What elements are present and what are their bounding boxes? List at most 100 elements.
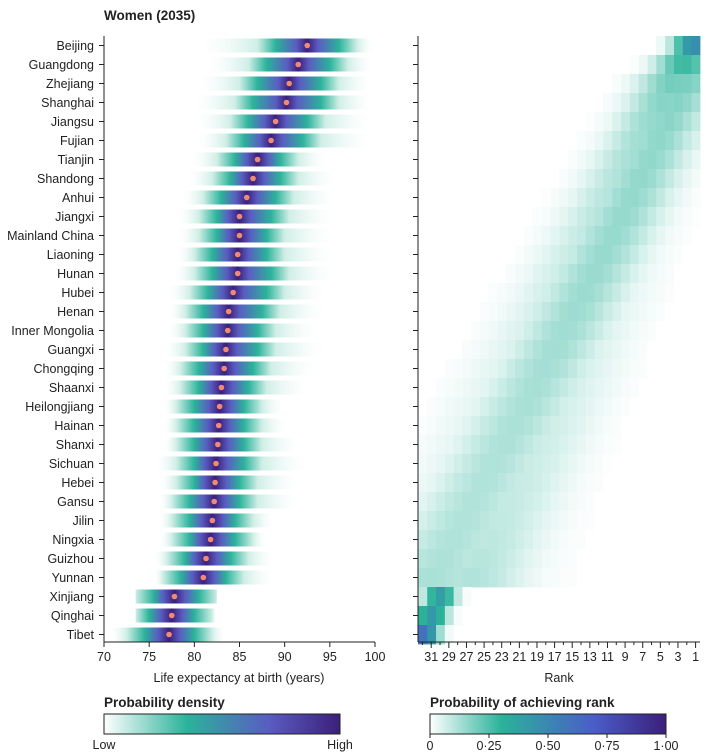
rank-cell bbox=[576, 169, 586, 189]
rank-cell bbox=[541, 492, 551, 512]
rank-cell bbox=[453, 587, 463, 607]
rank-cell bbox=[682, 74, 692, 94]
rank-tick-label: 21 bbox=[512, 650, 526, 664]
chart-title: Women (2035) bbox=[104, 8, 195, 23]
rank-cell bbox=[523, 283, 533, 303]
rank-cell bbox=[691, 74, 701, 94]
rank-cell bbox=[506, 283, 516, 303]
rank-cell bbox=[514, 511, 525, 531]
rank-cell bbox=[550, 511, 560, 531]
rank-cell bbox=[629, 302, 639, 322]
row-label: Guangxi bbox=[47, 343, 94, 357]
rank-cell bbox=[664, 226, 674, 246]
rank-cell bbox=[479, 492, 489, 512]
rank-cell bbox=[567, 340, 578, 360]
rank-cell bbox=[444, 530, 454, 550]
rank-cell bbox=[444, 606, 454, 626]
density-band bbox=[194, 114, 375, 129]
rank-cell bbox=[594, 321, 604, 341]
rank-cell bbox=[523, 264, 533, 284]
rank-cell bbox=[444, 568, 454, 588]
density-band bbox=[162, 380, 312, 395]
rank-cell bbox=[603, 283, 613, 303]
rank-cell bbox=[514, 321, 525, 341]
rank-cell bbox=[629, 378, 639, 398]
rank-cell bbox=[638, 302, 648, 322]
rank-cell bbox=[594, 245, 604, 265]
rank-cell bbox=[664, 188, 674, 208]
rank-tick-label: 23 bbox=[495, 650, 509, 664]
rank-cell bbox=[655, 245, 666, 265]
rank-cell bbox=[655, 226, 666, 246]
colorbar-tick-label: 0·75 bbox=[594, 739, 619, 753]
rank-cell bbox=[559, 340, 569, 360]
rank-cell bbox=[497, 397, 507, 417]
rank-cell bbox=[638, 74, 648, 94]
rank-cell bbox=[444, 359, 454, 379]
density-band bbox=[176, 228, 339, 243]
rank-cell bbox=[664, 245, 674, 265]
rank-cell bbox=[523, 492, 533, 512]
rank-cell bbox=[541, 511, 551, 531]
rank-cell bbox=[435, 416, 445, 436]
rank-cell bbox=[603, 245, 613, 265]
rank-cell bbox=[691, 55, 701, 75]
rank-cell bbox=[647, 321, 657, 341]
rank-cell bbox=[488, 340, 498, 360]
rank-cell bbox=[611, 359, 622, 379]
rank-cell bbox=[523, 359, 533, 379]
rank-cell bbox=[603, 112, 613, 132]
density-band bbox=[135, 608, 217, 623]
rank-cell bbox=[559, 568, 569, 588]
rank-cell bbox=[435, 492, 445, 512]
rank-cell bbox=[594, 131, 604, 151]
mean-point bbox=[207, 536, 214, 543]
rank-cell bbox=[532, 511, 542, 531]
rank-cell bbox=[629, 340, 639, 360]
rank-cell bbox=[470, 416, 481, 436]
rank-cell bbox=[611, 207, 622, 227]
mean-point bbox=[250, 175, 256, 182]
rank-cell bbox=[462, 359, 472, 379]
right-x-axis-label: Rank bbox=[544, 671, 574, 685]
rank-cell bbox=[673, 207, 683, 227]
rank-cell bbox=[594, 359, 604, 379]
rank-cell bbox=[550, 359, 560, 379]
rank-cell bbox=[514, 283, 525, 303]
rank-cell bbox=[567, 416, 578, 436]
rank-cell bbox=[550, 435, 560, 455]
rank-cell bbox=[620, 302, 630, 322]
rank-cell bbox=[453, 454, 463, 474]
rank-cell bbox=[611, 264, 622, 284]
rank-cell bbox=[435, 435, 445, 455]
mean-point bbox=[171, 593, 178, 600]
rank-cell bbox=[638, 93, 648, 113]
rank-cell bbox=[426, 625, 437, 645]
rank-cell bbox=[550, 492, 560, 512]
rank-cell bbox=[585, 245, 595, 265]
rank-cell bbox=[664, 207, 674, 227]
rank-cell bbox=[435, 530, 445, 550]
rank-cell bbox=[523, 568, 533, 588]
rank-cell bbox=[470, 511, 481, 531]
mean-point bbox=[225, 308, 232, 315]
rank-cell bbox=[664, 131, 674, 151]
rank-cell bbox=[611, 416, 622, 436]
row-label: Guangdong bbox=[29, 58, 94, 72]
rank-cell bbox=[514, 492, 525, 512]
rank-cell bbox=[567, 435, 578, 455]
rank-cell bbox=[418, 549, 428, 569]
rank-cell bbox=[682, 36, 692, 56]
rank-cell bbox=[594, 150, 604, 170]
rank-cell bbox=[418, 587, 428, 607]
rank-cell bbox=[506, 340, 516, 360]
rank-cell bbox=[603, 226, 613, 246]
rank-cell bbox=[567, 473, 578, 493]
colorbar-tick-label: 0·50 bbox=[535, 739, 560, 753]
rank-cell bbox=[594, 435, 604, 455]
rank-cell bbox=[647, 207, 657, 227]
right-colorbar bbox=[429, 713, 667, 735]
rank-cell bbox=[576, 359, 586, 379]
rank-cell bbox=[550, 188, 560, 208]
rank-cell bbox=[479, 511, 489, 531]
